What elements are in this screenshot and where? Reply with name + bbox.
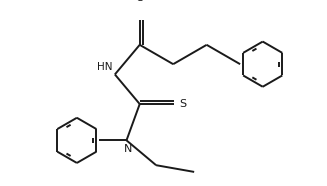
Text: HN: HN [97,62,112,72]
Text: S: S [179,99,186,109]
Text: N: N [124,144,132,154]
Text: O: O [135,0,144,3]
